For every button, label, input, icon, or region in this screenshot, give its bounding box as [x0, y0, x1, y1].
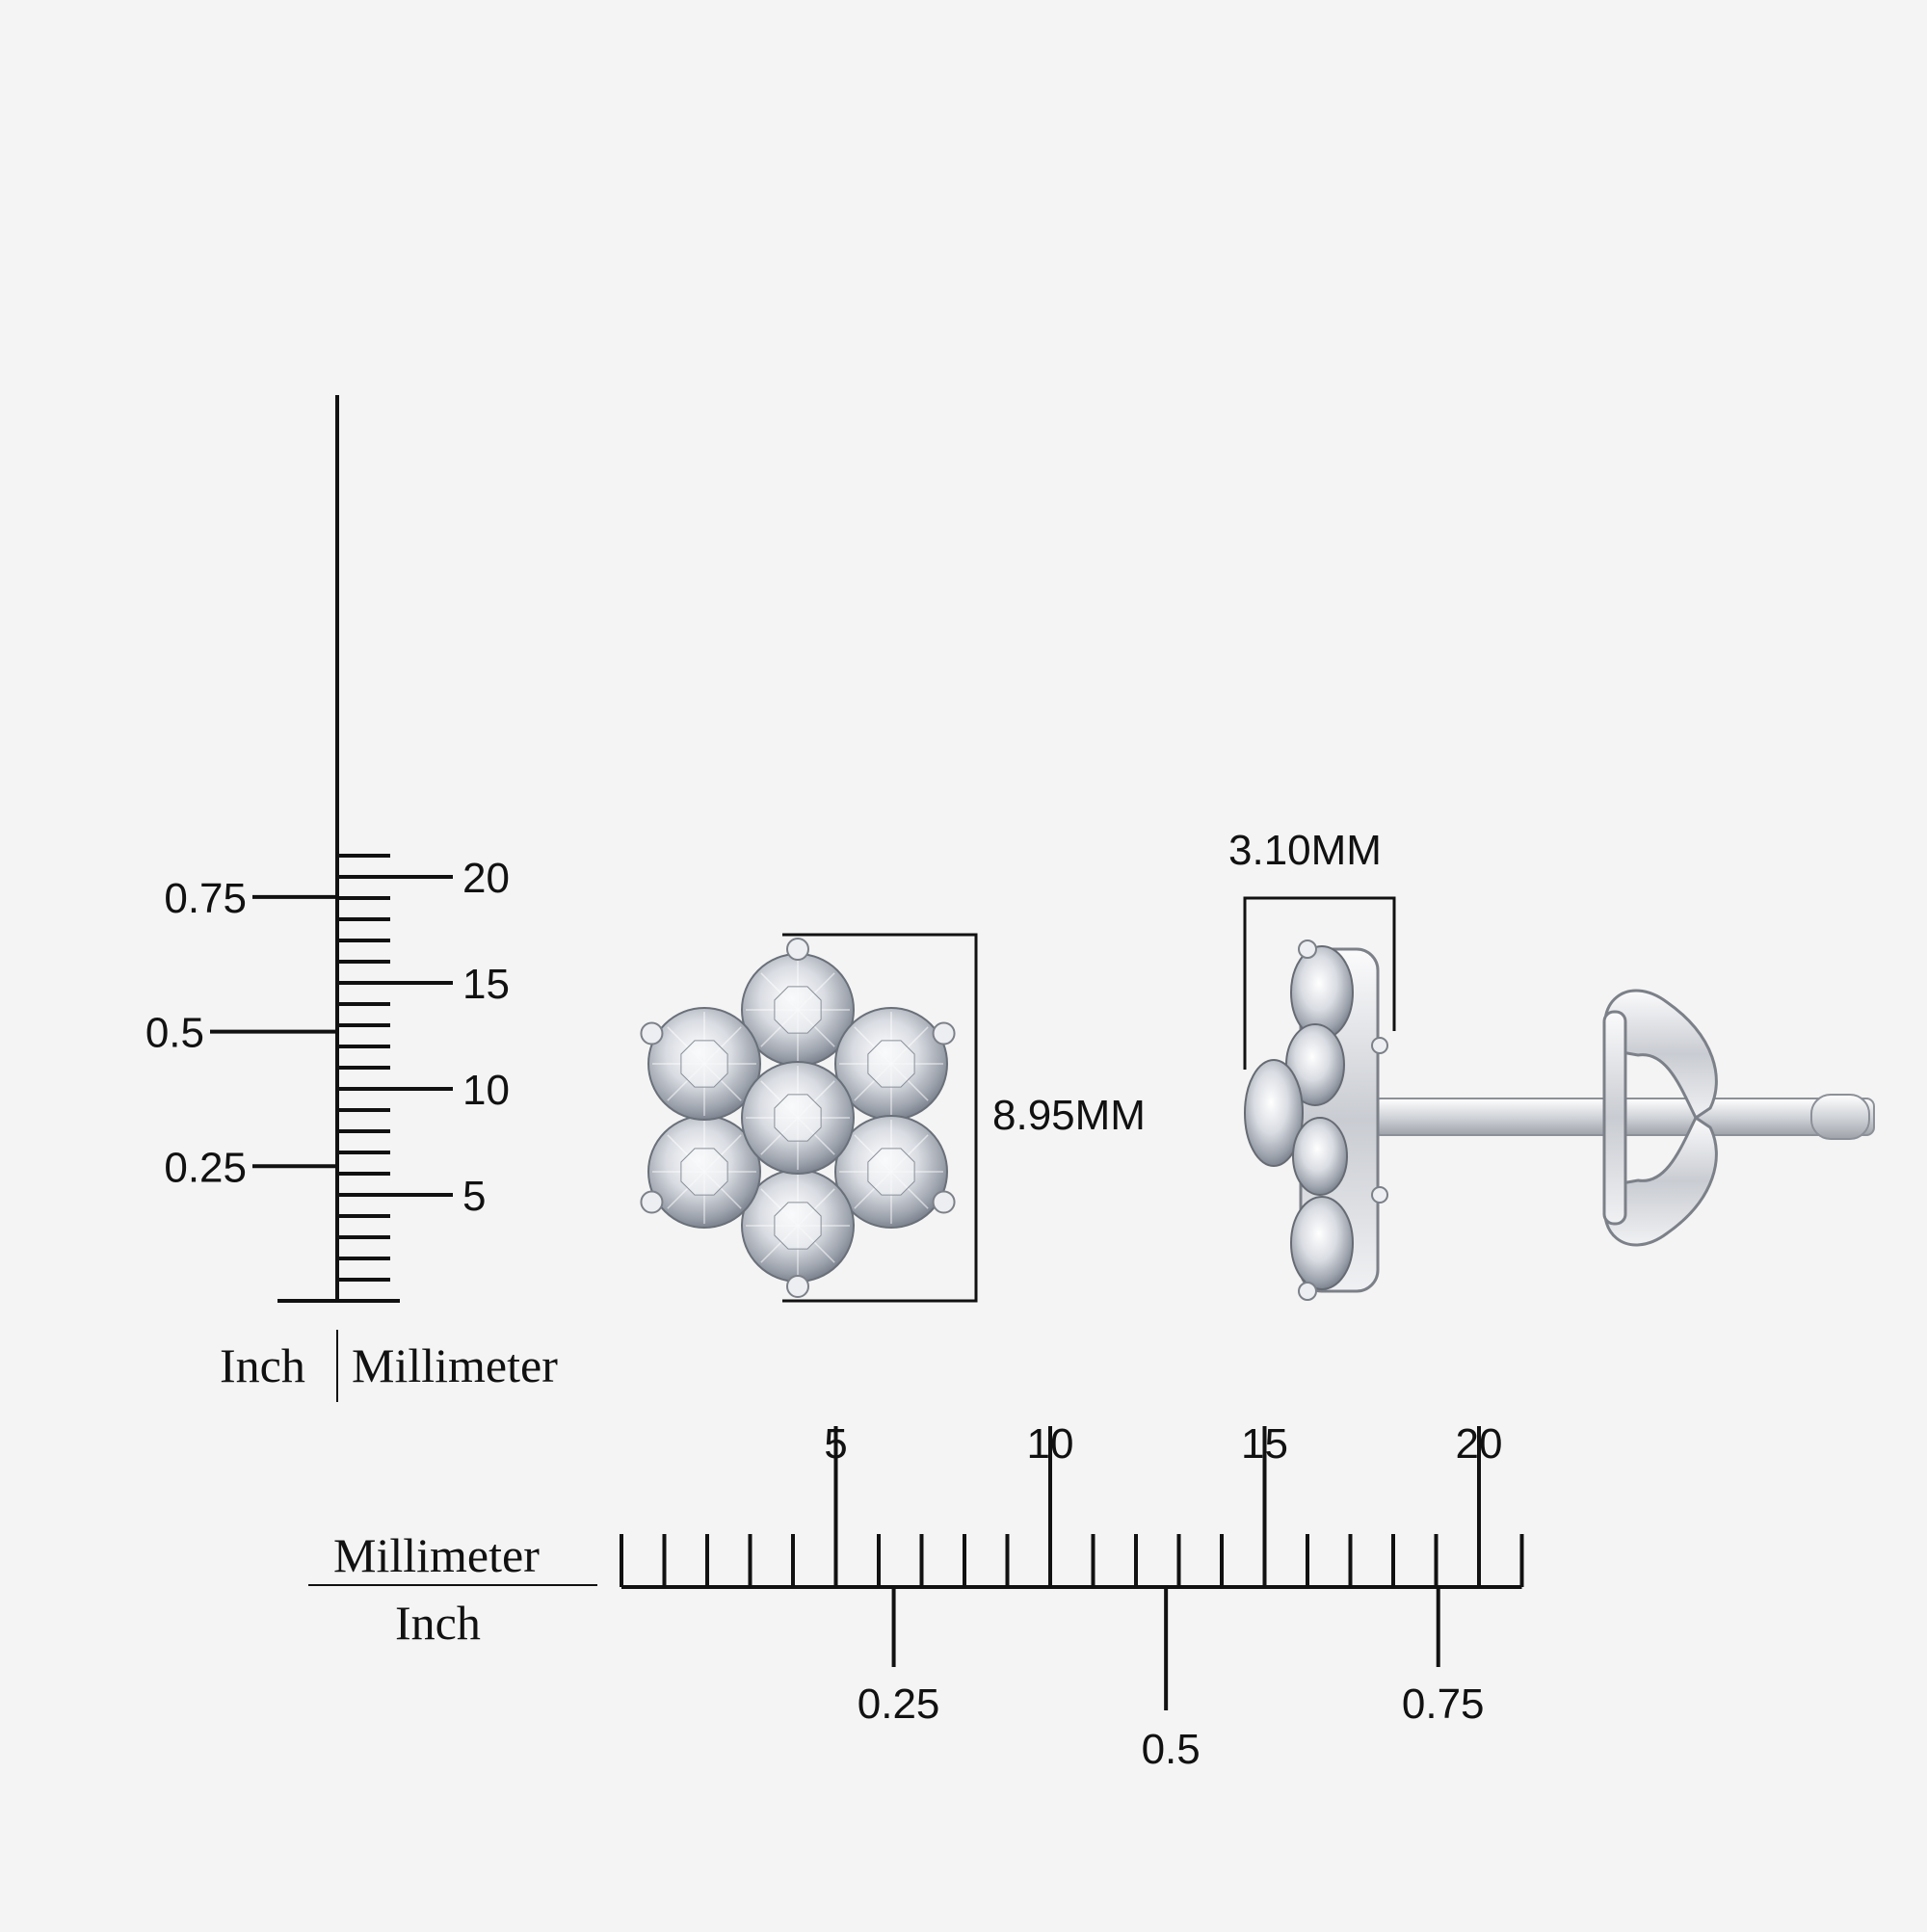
depth-bracket — [1243, 896, 1396, 1070]
earring-front-view — [640, 933, 978, 1303]
vertical-ruler — [210, 395, 453, 1402]
horizontal-ruler-inch-tick-label: 0.75 — [1402, 1681, 1485, 1728]
horizontal-ruler-inch-label: Inch — [395, 1596, 481, 1650]
prong — [932, 1190, 956, 1214]
horizontal-ruler-mm-tick-label: 10 — [1027, 1420, 1074, 1468]
vertical-ruler-inch-tick-label: 0.25 — [164, 1144, 247, 1191]
prong — [786, 938, 809, 961]
earring-side-view — [1243, 896, 1875, 1301]
petal-stone — [741, 1169, 855, 1283]
vertical-ruler-mm-tick-label: 10 — [462, 1067, 510, 1114]
vertical-ruler-mm-tick-label: 15 — [462, 961, 510, 1008]
petal-stone — [647, 1007, 762, 1121]
horizontal-ruler-mm-tick-label: 5 — [824, 1420, 847, 1468]
prong — [932, 1021, 956, 1045]
horizontal-ruler-mm-tick-label: 20 — [1456, 1420, 1503, 1468]
horizontal-ruler-labels: 5 10 15 20 0.25 0.5 0.75 — [824, 1420, 1502, 1773]
depth-dimension-label: 3.10MM — [1228, 827, 1382, 874]
vertical-ruler-labels: 5 10 15 20 0.25 0.5 0.75 — [145, 855, 510, 1220]
horizontal-ruler — [308, 1426, 1524, 1710]
vertical-ruler-mm-tick-label: 20 — [462, 855, 510, 902]
vertical-ruler-mm-label: Millimeter — [352, 1338, 558, 1392]
vertical-ruler-inch-label: Inch — [220, 1338, 305, 1392]
vertical-ruler-inch-tick-label: 0.75 — [164, 875, 247, 922]
petal-stone — [833, 1115, 948, 1229]
center-stone — [741, 1061, 855, 1175]
prong — [786, 1275, 809, 1298]
petal-stone — [647, 1115, 762, 1229]
horizontal-ruler-mm-label: Millimeter — [333, 1528, 540, 1582]
prong — [640, 1021, 664, 1045]
petal-stone — [741, 953, 855, 1067]
petal-stone — [833, 1007, 948, 1121]
horizontal-ruler-inch-tick-label: 0.25 — [858, 1681, 940, 1728]
width-dimension-label: 8.95MM — [992, 1092, 1146, 1139]
vertical-ruler-mm-tick-label: 5 — [462, 1173, 486, 1220]
horizontal-ruler-mm-tick-label: 15 — [1241, 1420, 1288, 1468]
prong — [640, 1190, 664, 1214]
horizontal-ruler-inch-tick-label: 0.5 — [1142, 1726, 1201, 1773]
vertical-ruler-inch-tick-label: 0.5 — [145, 1010, 204, 1057]
width-bracket — [782, 933, 978, 1303]
